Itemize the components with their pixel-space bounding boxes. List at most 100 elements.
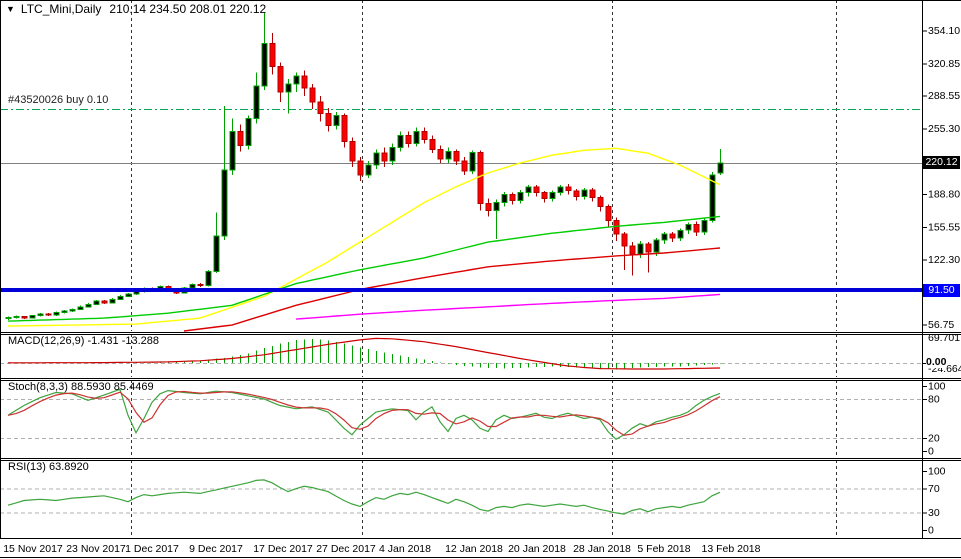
candles-layer — [5, 13, 724, 320]
symbol-name: LTC_Mini,Daily — [20, 2, 102, 16]
candle-body — [245, 118, 252, 146]
candle-body — [13, 316, 20, 319]
grid-layer — [131, 0, 837, 537]
candle-body — [485, 203, 492, 212]
price-tick-label: 255.30 — [928, 123, 960, 135]
candle-body — [333, 115, 340, 127]
candle-body — [253, 85, 260, 120]
rsi-line — [7, 479, 721, 515]
candle-body — [597, 197, 604, 208]
price-tick-label: 155.55 — [928, 221, 960, 233]
candle-body — [421, 131, 428, 140]
date-label: 12 Jan 2018 — [445, 543, 503, 555]
candle-body — [453, 150, 460, 162]
candle-body — [717, 162, 724, 174]
candle-body — [237, 131, 244, 146]
ma-yellow-line — [7, 147, 721, 327]
price-tick-label: 354.10 — [928, 25, 960, 37]
candle-body — [541, 192, 548, 200]
candle-body — [637, 243, 644, 255]
candle-body — [117, 295, 124, 300]
symbol-dropdown-icon[interactable]: ▼ — [6, 4, 15, 14]
rsi-level-label: 100 — [928, 466, 946, 478]
candle-body — [221, 169, 228, 237]
date-label: 4 Jan 2018 — [379, 543, 431, 555]
candle-body — [61, 310, 68, 314]
ma-green-line — [7, 215, 721, 322]
candle-body — [301, 75, 308, 89]
candle-body — [501, 194, 508, 204]
candle-body — [629, 245, 636, 255]
candle-body — [429, 138, 436, 150]
candle-body — [621, 233, 628, 247]
candle-body — [357, 160, 364, 176]
candle-body — [397, 135, 404, 148]
candle-body — [581, 189, 588, 198]
candle-body — [645, 243, 652, 253]
candle-body — [709, 174, 716, 221]
candle-body — [461, 160, 468, 172]
rsi-level-label: 70 — [928, 483, 940, 495]
candle-body — [701, 219, 708, 233]
candle-body — [53, 312, 60, 316]
candle-body — [565, 186, 572, 192]
date-label: 5 Feb 2018 — [637, 543, 690, 555]
price-tick-label: 320.85 — [928, 58, 960, 70]
rsi-indicator-label: RSI(13) 63.8920 — [8, 461, 89, 473]
date-label: 13 Feb 2018 — [702, 543, 761, 555]
candle-body — [445, 150, 452, 160]
stoch-main-line — [7, 388, 721, 441]
candle-body — [493, 202, 500, 212]
candle-body — [413, 131, 420, 144]
candle-body — [45, 313, 52, 316]
candle-body — [677, 229, 684, 239]
candle-body — [405, 135, 412, 144]
candle-body — [85, 303, 92, 308]
chart-title: ▼ LTC_Mini,Daily 210.14 234.50 208.01 220.… — [6, 2, 266, 16]
price-tick-label: 122.30 — [928, 254, 960, 266]
candle-body — [285, 83, 292, 93]
candle-body — [229, 131, 236, 171]
macd-current-value-badge: 0.00 — [926, 356, 947, 368]
candle-body — [5, 317, 12, 320]
stoch-signal-line — [7, 390, 721, 436]
candle-body — [189, 284, 196, 289]
candle-body — [525, 186, 532, 194]
ma-magenta-line — [295, 293, 721, 320]
date-label: 15 Nov 2017 — [3, 543, 63, 555]
candle-body — [77, 306, 84, 310]
candle-body — [469, 151, 476, 172]
candle-body — [101, 300, 108, 304]
macd-signal-line — [8, 337, 721, 370]
stoch-level-label: 100 — [928, 381, 946, 393]
current-price-badge: 220.12 — [923, 156, 960, 169]
candle-body — [549, 192, 556, 200]
buy-order-label: #43520026 buy 0.10 — [8, 94, 109, 106]
ma-red-line — [183, 247, 721, 332]
candle-body — [29, 315, 36, 319]
date-label: 28 Jan 2018 — [573, 543, 631, 555]
candle-body — [93, 300, 100, 305]
candle-body — [261, 43, 268, 87]
candle-body — [653, 239, 660, 253]
date-label: 27 Dec 2017 — [316, 543, 376, 555]
candle-body — [437, 148, 444, 160]
candle-body — [37, 313, 44, 317]
candle-body — [477, 151, 484, 205]
candle-body — [509, 194, 516, 202]
stoch-level-label: 20 — [928, 433, 940, 445]
date-label: 9 Dec 2017 — [189, 543, 243, 555]
candle-body — [373, 152, 380, 166]
ohlc-values: 210.14 234.50 208.01 220.12 — [109, 2, 267, 16]
date-label: 1 Dec 2017 — [125, 543, 179, 555]
candle-body — [685, 223, 692, 231]
candle-body — [341, 115, 348, 142]
candle-body — [197, 284, 204, 287]
candle-body — [325, 113, 332, 126]
candle-body — [269, 43, 276, 67]
candle-body — [693, 223, 700, 233]
candle-body — [669, 233, 676, 239]
